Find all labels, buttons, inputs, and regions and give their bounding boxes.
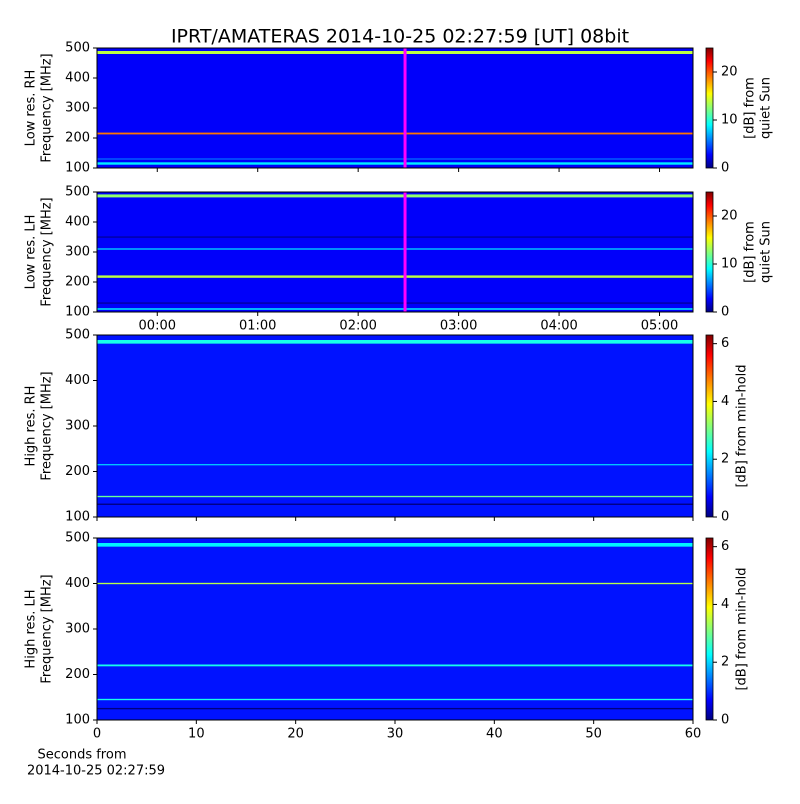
y-axis-label: Frequency [MHz]	[40, 53, 55, 162]
y-tick-label: 300	[65, 245, 90, 260]
heatmap-band	[97, 503, 693, 505]
colorbar	[705, 47, 714, 169]
x-tick-label: 10	[188, 727, 205, 742]
heatmap-band	[97, 463, 693, 466]
x-tick-label: 60	[685, 727, 702, 742]
heatmap-band	[97, 236, 693, 238]
colorbar-label: quiet Sun	[759, 221, 774, 283]
colorbar-tick-label: 2	[721, 452, 729, 467]
colorbar	[705, 537, 714, 721]
x-tick-label: 02:00	[339, 319, 376, 334]
y-tick-label: 400	[65, 215, 90, 230]
colorbar-tick-label: 10	[721, 257, 738, 272]
colorbar-tick-label: 4	[721, 394, 729, 409]
y-tick-label: 200	[65, 464, 90, 479]
x-tick-label: 00:00	[139, 319, 176, 334]
y-axis-label: Frequency [MHz]	[40, 371, 55, 480]
heatmap-band	[97, 51, 693, 54]
heatmap-band	[97, 698, 693, 701]
heatmap-band	[97, 495, 693, 498]
x-axis-label: Seconds from	[37, 748, 126, 763]
x-tick-label: 04:00	[540, 319, 577, 334]
x-tick-label: 30	[387, 727, 404, 742]
x-tick-label: 01:00	[239, 319, 276, 334]
y-tick-label: 200	[65, 667, 90, 682]
x-tick-label: 50	[585, 727, 602, 742]
colorbar	[705, 191, 714, 313]
heatmap-background	[97, 538, 693, 720]
x-tick-label: 05:00	[641, 319, 678, 334]
y-tick-label: 500	[65, 41, 90, 56]
heatmap-band	[97, 582, 693, 585]
x-tick-label: 03:00	[440, 319, 477, 334]
x-tick-label: 0	[93, 727, 101, 742]
heatmap-band	[97, 158, 693, 160]
colorbar-tick-label: 20	[721, 65, 738, 80]
x-tick-label: 20	[287, 727, 304, 742]
y-tick-label: 500	[65, 531, 90, 546]
y-tick-label: 200	[65, 131, 90, 146]
y-axis-label: Frequency [MHz]	[40, 197, 55, 306]
heatmap-band	[97, 543, 693, 547]
colorbar-tick-label: 2	[721, 655, 729, 670]
colorbar-label: [dB] from min-hold	[735, 567, 750, 690]
y-axis-label: Frequency [MHz]	[40, 574, 55, 683]
y-tick-label: 400	[65, 576, 90, 591]
y-axis-label: High res. RH	[24, 386, 39, 467]
heatmap-band	[97, 340, 693, 344]
y-axis-label: Low res. RH	[24, 70, 39, 147]
y-tick-label: 300	[65, 419, 90, 434]
colorbar-label: quiet Sun	[759, 77, 774, 139]
y-tick-label: 200	[65, 275, 90, 290]
heatmap-band	[97, 302, 693, 304]
heatmap-band	[97, 275, 693, 278]
heatmap-band	[97, 194, 693, 198]
colorbar-tick-label: 6	[721, 336, 729, 351]
heatmap-band	[97, 664, 693, 667]
y-tick-label: 300	[65, 101, 90, 116]
colorbar-tick-label: 0	[721, 161, 729, 176]
heatmap-band	[97, 308, 693, 310]
chart-title: IPRT/AMATERAS 2014-10-25 02:27:59 [UT] 0…	[171, 26, 629, 48]
colorbar-tick-label: 20	[721, 209, 738, 224]
heatmap-band	[97, 707, 693, 710]
colorbar-label: [dB] from	[743, 77, 758, 139]
y-tick-label: 500	[65, 185, 90, 200]
heatmap-background	[97, 335, 693, 517]
y-tick-label: 400	[65, 71, 90, 86]
y-tick-label: 100	[65, 161, 90, 176]
colorbar-tick-label: 4	[721, 597, 729, 612]
y-tick-label: 100	[65, 305, 90, 320]
heatmap-band	[97, 132, 693, 135]
x-axis-label: 2014-10-25 02:27:59	[27, 764, 165, 779]
colorbar-tick-label: 6	[721, 539, 729, 554]
colorbar-tick-label: 10	[721, 113, 738, 128]
colorbar-label: [dB] from min-hold	[735, 364, 750, 487]
colorbar-tick-label: 0	[721, 510, 729, 525]
heatmap-background	[97, 192, 693, 312]
y-axis-label: High res. LH	[24, 589, 39, 668]
x-tick-label: 40	[486, 727, 503, 742]
y-tick-label: 300	[65, 622, 90, 637]
y-tick-label: 500	[65, 328, 90, 343]
y-tick-label: 100	[65, 510, 90, 525]
heatmap-background	[97, 48, 693, 168]
heatmap-band	[97, 248, 693, 250]
heatmap-band	[97, 162, 693, 165]
y-tick-label: 100	[65, 713, 90, 728]
colorbar-label: [dB] from	[743, 221, 758, 283]
colorbar-tick-label: 0	[721, 305, 729, 320]
colorbar	[705, 334, 714, 518]
colorbar-tick-label: 0	[721, 713, 729, 728]
y-tick-label: 400	[65, 373, 90, 388]
y-axis-label: Low res. LH	[24, 215, 39, 290]
